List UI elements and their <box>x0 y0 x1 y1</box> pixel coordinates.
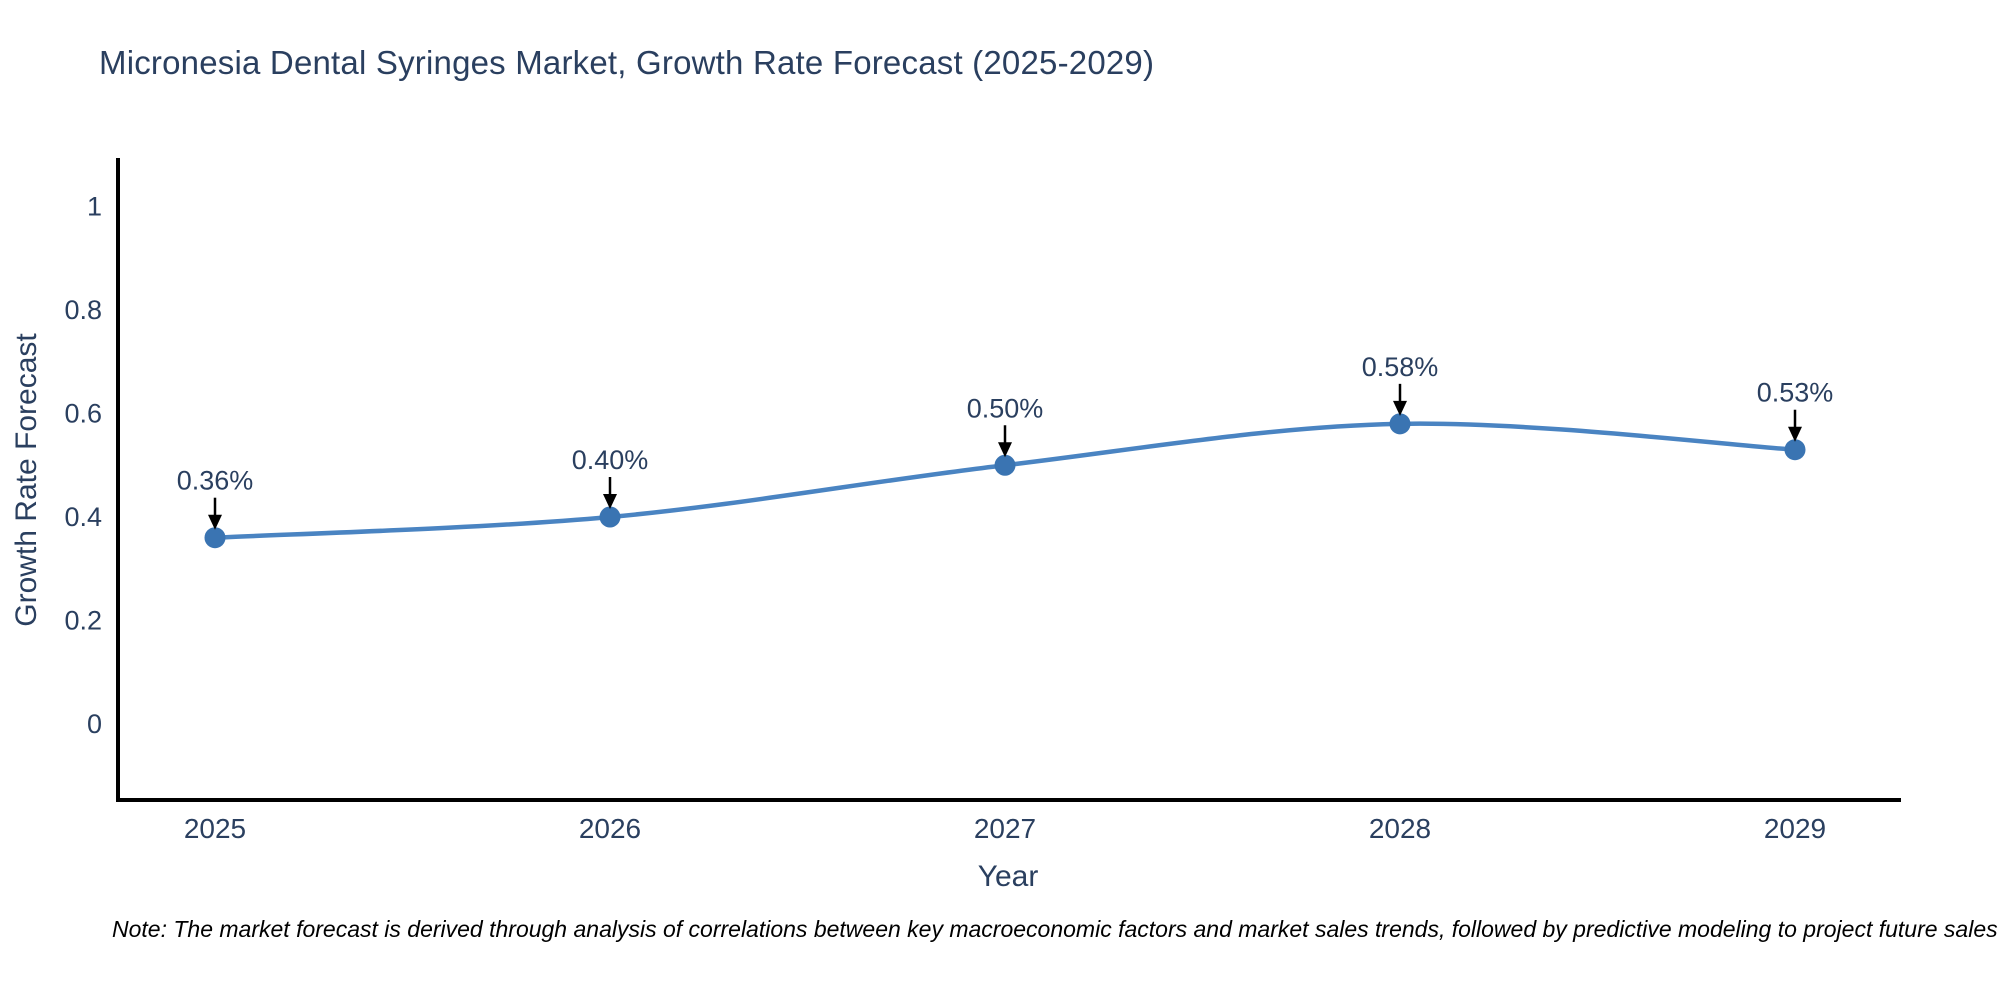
x-tick-label: 2026 <box>579 813 641 844</box>
axis-spine <box>116 158 1901 802</box>
chart-title: Micronesia Dental Syringes Market, Growt… <box>99 44 1155 81</box>
y-tick-label: 1 <box>87 192 102 222</box>
annotation-arrow-head <box>1393 400 1407 416</box>
y-tick-label: 0 <box>87 709 102 739</box>
x-tick-label: 2028 <box>1369 813 1431 844</box>
annotation-arrow-head <box>998 442 1012 458</box>
annotation-arrow-head <box>1788 426 1802 442</box>
footnote-text: Note: The market forecast is derived thr… <box>112 916 1998 942</box>
data-point-marker <box>994 454 1016 476</box>
data-point-marker <box>599 506 621 528</box>
y-tick-label: 0.2 <box>64 606 102 636</box>
data-point-marker <box>204 527 226 549</box>
data-point-label: 0.50% <box>967 393 1044 423</box>
y-tick-label: 0.8 <box>64 295 102 325</box>
x-tick-label: 2029 <box>1764 813 1826 844</box>
data-point-label: 0.40% <box>572 445 649 475</box>
y-axis-title: Growth Rate Forecast <box>10 333 43 627</box>
y-tick-label: 0.6 <box>64 399 102 429</box>
x-tick-label: 2025 <box>184 813 246 844</box>
data-point-label: 0.36% <box>177 466 254 496</box>
data-point-label: 0.58% <box>1362 352 1439 382</box>
y-tick-label: 0.4 <box>64 502 102 532</box>
annotation-arrow-head <box>208 514 222 530</box>
data-point-label: 0.53% <box>1757 378 1834 408</box>
annotation-arrow-head <box>603 494 617 509</box>
data-point-marker <box>1784 439 1806 461</box>
x-tick-label: 2027 <box>974 813 1036 844</box>
data-point-marker <box>1389 413 1411 435</box>
x-axis-title: Year <box>978 860 1039 893</box>
